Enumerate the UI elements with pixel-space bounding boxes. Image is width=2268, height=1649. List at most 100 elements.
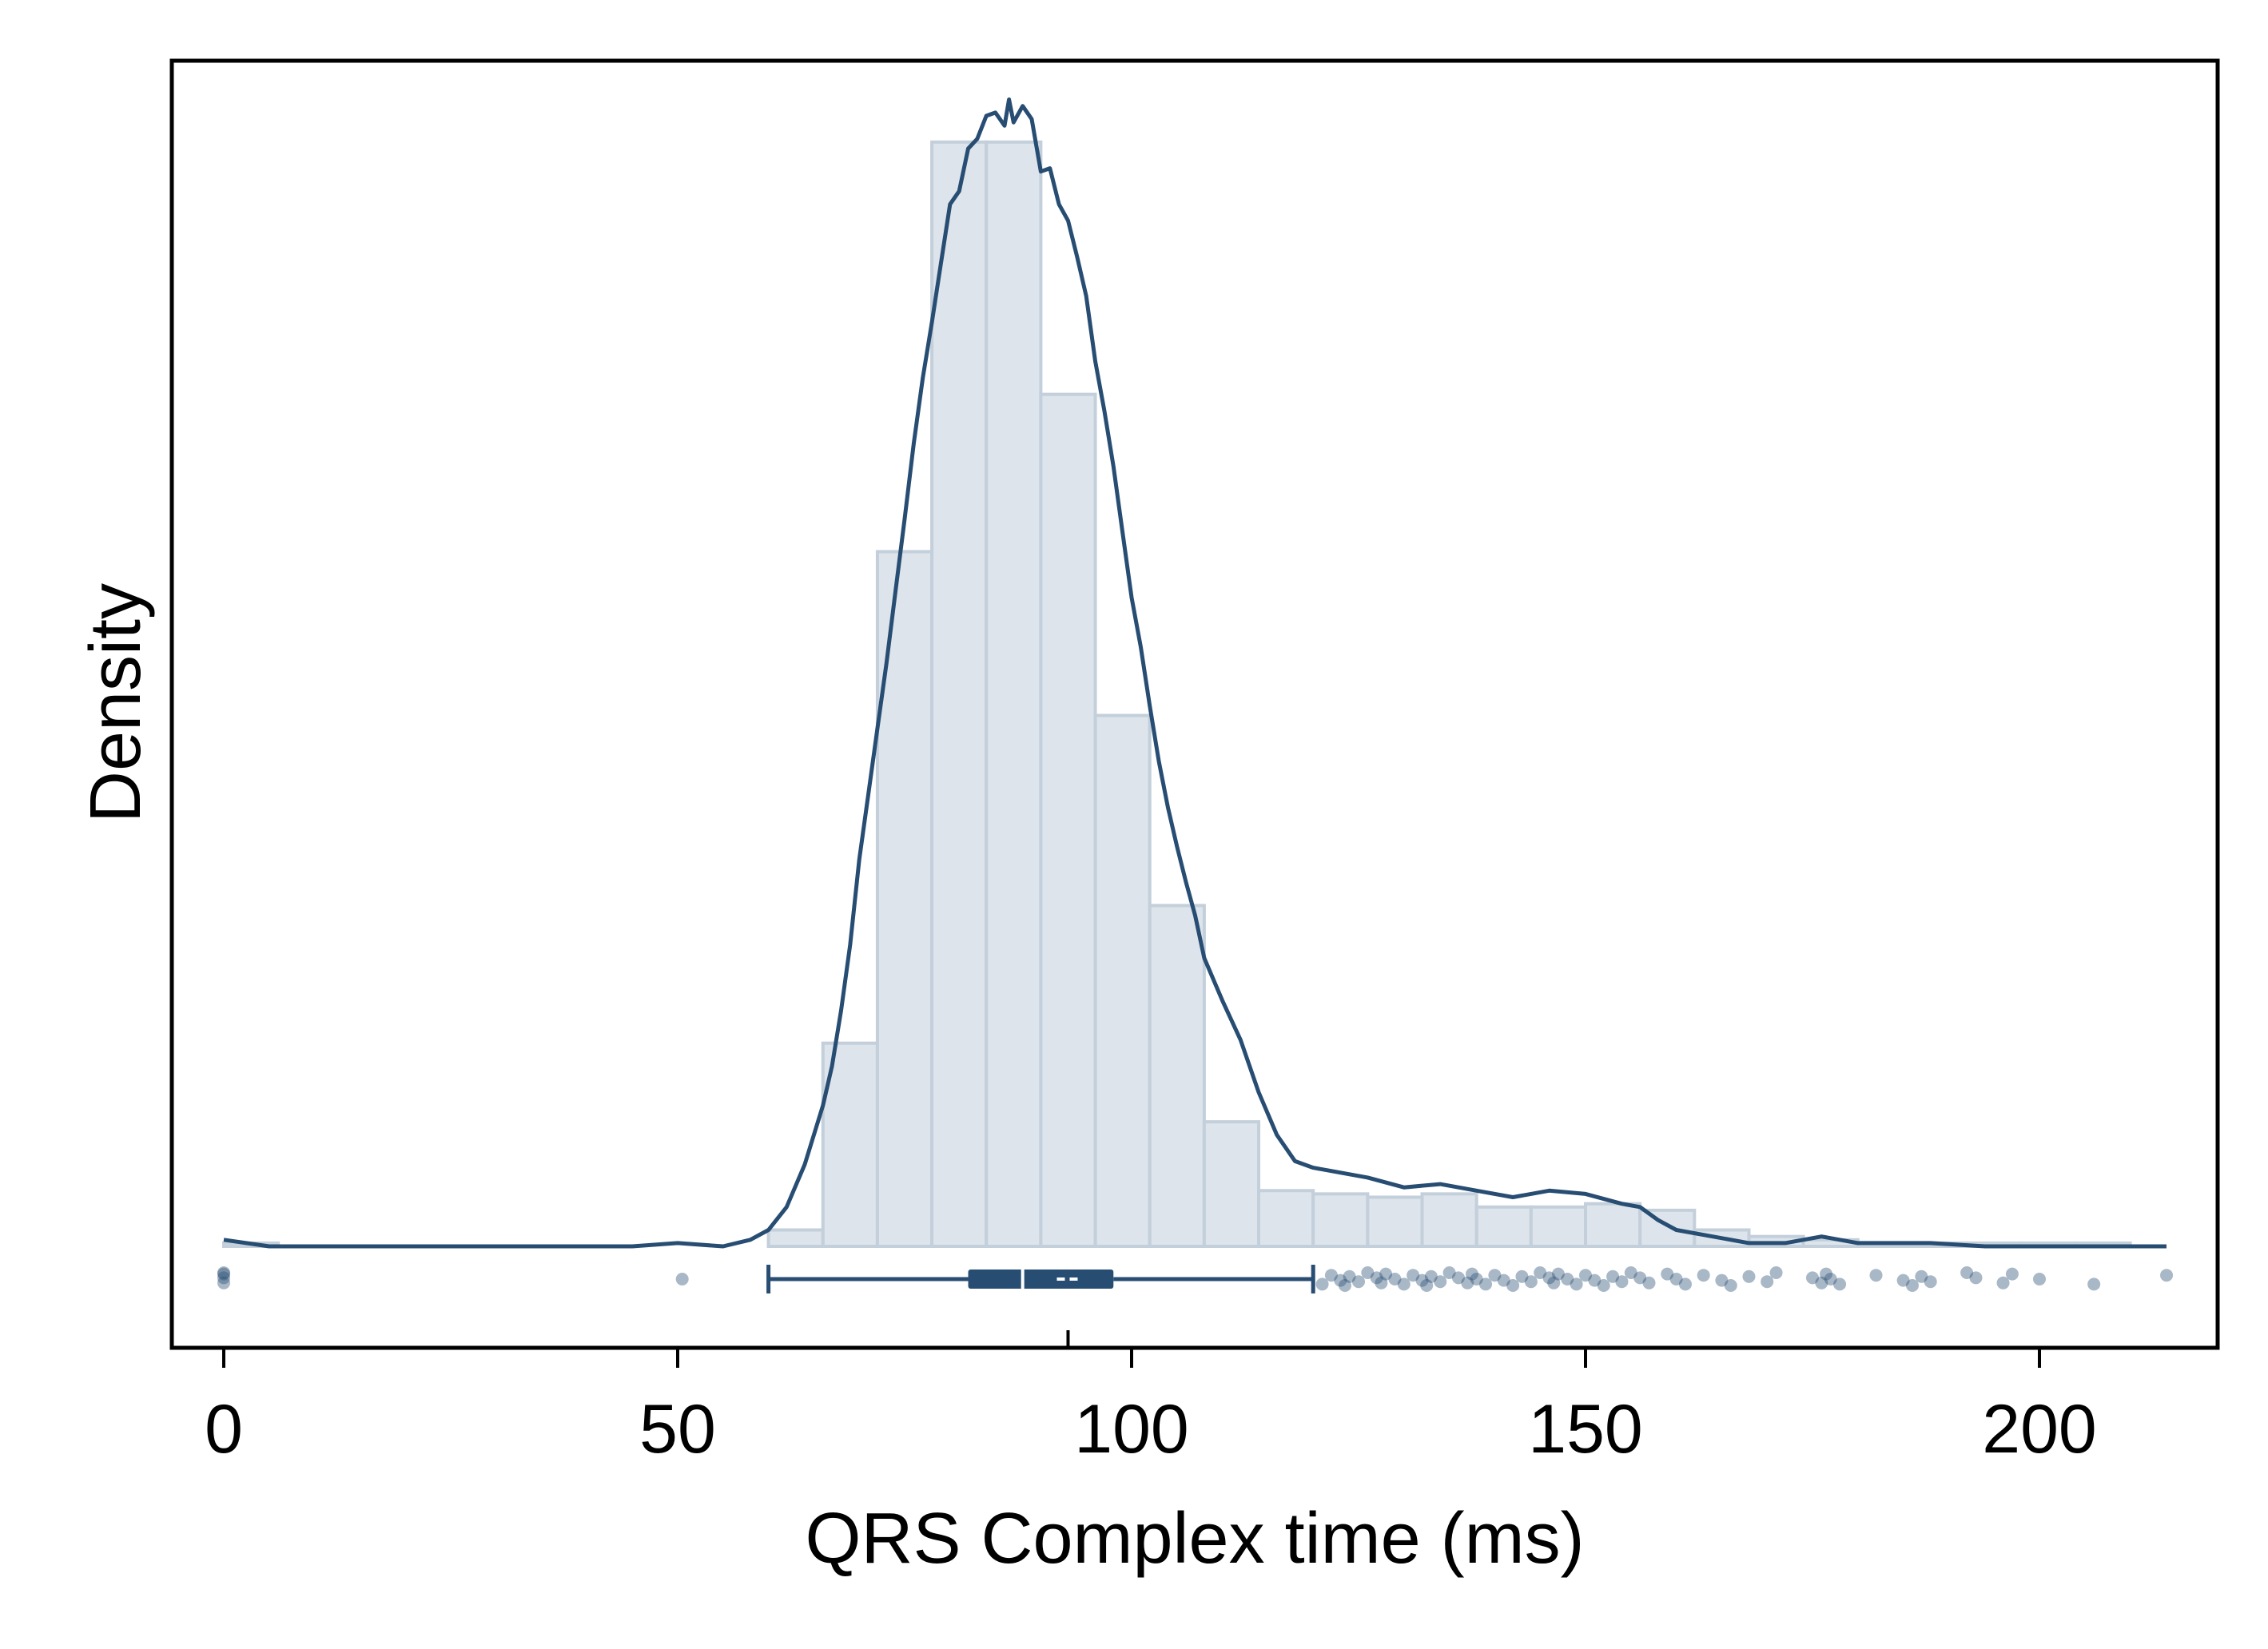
outlier-point: [1661, 1267, 1674, 1281]
outlier-point: [1769, 1266, 1783, 1279]
histogram-bar: [1420, 1192, 1478, 1249]
boxplot: [766, 1265, 1315, 1348]
outlier-point: [1924, 1275, 1937, 1289]
outlier-point: [217, 1267, 230, 1281]
histogram-bar: [1311, 1192, 1370, 1249]
outlier-point: [1896, 1274, 1910, 1287]
outlier-point: [1824, 1273, 1837, 1285]
x-tick-label: 200: [1982, 1391, 2097, 1468]
x-axis-title: QRS Complex time (ms): [805, 1499, 1584, 1579]
outlier-point: [1915, 1270, 1928, 1283]
histogram-bar: [1093, 713, 1152, 1248]
outlier-point: [1724, 1279, 1737, 1292]
outlier-point: [1506, 1279, 1520, 1292]
outlier-point: [1570, 1277, 1583, 1291]
outlier-point: [1579, 1269, 1592, 1282]
outlier-point: [217, 1266, 230, 1279]
outlier-point: [1497, 1274, 1510, 1287]
x-tick-label: 100: [1074, 1391, 1189, 1468]
outlier-point: [1324, 1269, 1338, 1282]
histogram-bar: [1638, 1208, 1697, 1248]
outlier-point: [1466, 1267, 1478, 1281]
outlier-point: [1761, 1275, 1774, 1289]
outlier-point: [1642, 1276, 1656, 1289]
outlier-point: [1597, 1279, 1610, 1292]
outlier-point: [1442, 1266, 1456, 1279]
outlier-point: [1633, 1271, 1647, 1285]
histogram-bar: [1366, 1195, 1424, 1249]
outlier-point: [1388, 1273, 1402, 1285]
plot-frame: [169, 58, 2220, 1350]
outlier-point: [1561, 1273, 1574, 1285]
outlier-point: [1315, 1277, 1329, 1291]
outlier-point: [2087, 1277, 2101, 1291]
outlier-point: [1397, 1277, 1411, 1291]
outlier-point: [1470, 1273, 1483, 1285]
outlier-point: [1697, 1269, 1710, 1282]
outlier-point: [2160, 1269, 2174, 1282]
histogram-bar: [1039, 392, 1097, 1249]
outlier-point: [1551, 1267, 1565, 1281]
outlier-point: [217, 1271, 230, 1285]
outlier-point: [1542, 1271, 1556, 1285]
histogram-bar: [1584, 1202, 1642, 1248]
boxplot-box: [968, 1270, 1114, 1289]
outlier-point: [1715, 1274, 1729, 1287]
outlier-point: [1547, 1276, 1561, 1289]
histogram-bar: [930, 140, 989, 1248]
outlier-point: [1479, 1277, 1493, 1291]
outlier-point: [217, 1276, 230, 1289]
histogram-bar: [1474, 1205, 1533, 1248]
outlier-point: [675, 1273, 689, 1285]
histogram-bar: [766, 1228, 825, 1249]
outlier-point: [1338, 1279, 1351, 1292]
outlier-point: [1815, 1276, 1828, 1289]
histogram-bar: [1529, 1205, 1587, 1248]
outlier-point: [1996, 1276, 2010, 1289]
outlier-point: [1615, 1275, 1629, 1289]
outlier-point: [1424, 1270, 1438, 1283]
outlier-point: [1588, 1274, 1602, 1287]
outlier-point: [1905, 1279, 1919, 1292]
outlier-point: [1833, 1277, 1847, 1291]
x-tick-label: 0: [205, 1391, 243, 1468]
histogram-bar: [985, 140, 1043, 1248]
outlier-point: [1534, 1266, 1547, 1279]
histogram-bars: [222, 140, 2132, 1249]
outlier-point: [1820, 1267, 1833, 1281]
histogram-bar: [1257, 1189, 1315, 1249]
outlier-point: [1370, 1271, 1383, 1285]
outlier-point: [1869, 1269, 1883, 1282]
outlier-point: [1415, 1274, 1429, 1287]
outlier-point: [1379, 1267, 1393, 1281]
outlier-point: [1407, 1269, 1420, 1282]
outlier-point: [2005, 1267, 2019, 1281]
outlier-point: [1606, 1270, 1620, 1283]
x-axis-ticks: 0 50 100 150 200: [205, 1348, 2097, 1468]
outlier-point: [1488, 1269, 1502, 1282]
outlier-point: [1742, 1270, 1756, 1283]
outlier-point: [1515, 1270, 1529, 1283]
outlier-point: [1451, 1271, 1465, 1285]
outlier-point: [1678, 1277, 1692, 1291]
x-tick-label: 150: [1528, 1391, 1643, 1468]
outlier-point: [1960, 1266, 1974, 1279]
density-curve: [223, 97, 2167, 1249]
density-curve-layer: [223, 97, 2167, 1249]
outlier-point: [1420, 1279, 1434, 1292]
outlier-point: [1806, 1271, 1819, 1285]
outlier-point: [1343, 1270, 1356, 1283]
outlier-point: [1434, 1275, 1447, 1289]
histogram-bar: [1202, 1120, 1261, 1248]
outlier-point: [1624, 1266, 1637, 1279]
outlier-point: [1375, 1276, 1388, 1289]
outlier-point: [2033, 1273, 2046, 1285]
outlier-point: [1524, 1275, 1538, 1289]
histogram-bar: [1148, 904, 1206, 1248]
x-tick-label: 50: [639, 1391, 716, 1468]
outlier-point: [1334, 1274, 1347, 1287]
outlier-point: [1669, 1273, 1683, 1285]
outlier-point: [1361, 1266, 1375, 1279]
outlier-point: [1969, 1271, 1983, 1285]
